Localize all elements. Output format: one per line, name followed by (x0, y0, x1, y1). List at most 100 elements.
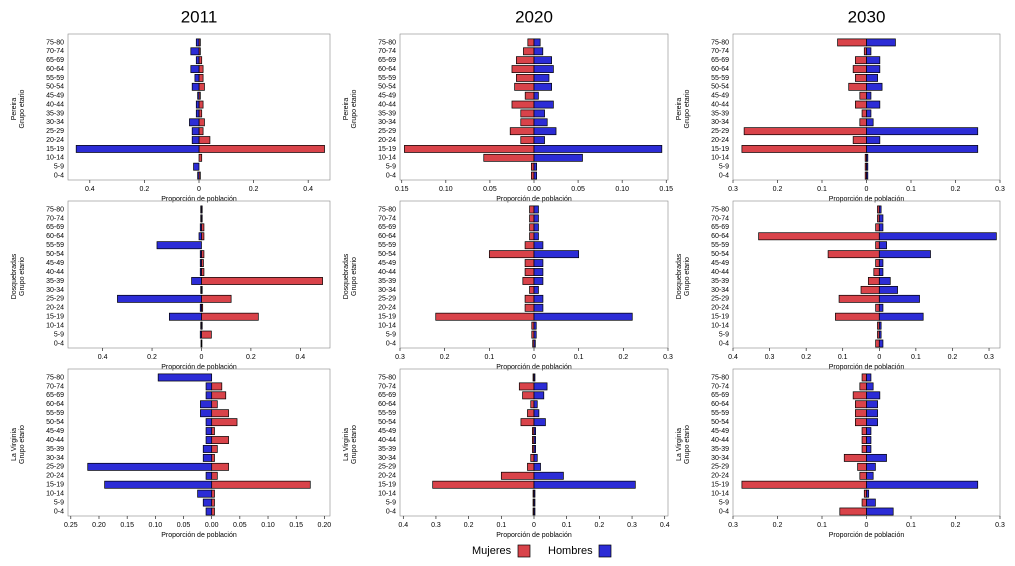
bar (866, 127, 979, 136)
bar (520, 136, 535, 144)
bar (875, 259, 880, 268)
bar (533, 445, 536, 453)
bar (866, 382, 874, 391)
y-tick-label: 70-74 (46, 48, 64, 55)
y-tick-label: 10-14 (378, 155, 396, 162)
y-tick-label: 5-9 (386, 499, 396, 506)
x-tick-label: 0.1 (574, 354, 584, 361)
bar (75, 145, 200, 153)
x-tick-label: 0.4 (303, 186, 313, 193)
y-tick-label: 55-59 (46, 75, 64, 82)
bar (866, 74, 878, 82)
bar (527, 38, 535, 47)
bar (156, 241, 202, 250)
y-tick-label: 15-19 (378, 146, 396, 153)
y-tick-label: 20-24 (46, 305, 64, 312)
y-tick-label: 15-19 (46, 146, 64, 153)
bar (878, 241, 887, 250)
y-tick-label: 65-69 (46, 392, 64, 399)
y-tick-label: 15-19 (711, 146, 729, 153)
x-tick-label: 0.2 (140, 186, 150, 193)
x-axis-label: Proporción de población (161, 532, 237, 539)
bar (194, 74, 200, 82)
x-tick-label: 0.3 (395, 354, 405, 361)
bar (198, 82, 205, 91)
x-tick-label: 0.4 (295, 354, 305, 361)
y-axis-label: Grupo etario (684, 89, 691, 128)
bar (522, 391, 535, 400)
bar (190, 65, 200, 73)
bar (866, 489, 870, 498)
y-tick-label: 55-59 (711, 410, 729, 417)
x-tick-label: 0 (197, 186, 201, 193)
y-tick-label: 20-24 (711, 137, 729, 144)
bar (859, 382, 867, 391)
bar (523, 47, 535, 56)
bar (195, 100, 200, 109)
bar (533, 56, 552, 65)
bar (533, 162, 537, 171)
bar (533, 436, 536, 444)
y-axis-label: Grupo etario (19, 257, 26, 296)
bar (211, 507, 215, 516)
bar (533, 205, 539, 214)
y-tick-label: 35-39 (711, 110, 729, 117)
x-tick-label: 0.3 (984, 354, 994, 361)
bar (191, 82, 200, 91)
bar (867, 277, 880, 285)
bar (533, 214, 539, 223)
y-tick-label: 40-44 (711, 101, 729, 108)
bar (524, 268, 535, 276)
y-tick-label: 25-29 (46, 464, 64, 471)
x-tick-label: 0.00 (205, 522, 219, 529)
y-tick-label: 10-14 (46, 491, 64, 498)
bar (866, 171, 869, 180)
bar (211, 418, 238, 427)
y-tick-label: 35-39 (378, 110, 396, 117)
y-tick-label: 45-49 (711, 93, 729, 100)
bar (758, 232, 880, 241)
y-tick-label: 55-59 (46, 410, 64, 417)
y-tick-label: 25-29 (711, 296, 729, 303)
y-axis-label: Grupo etario (19, 89, 26, 128)
y-tick-label: 60-64 (378, 233, 396, 240)
bar (855, 56, 867, 65)
bar (533, 303, 544, 312)
bar (520, 418, 535, 427)
bar (533, 277, 544, 285)
y-tick-label: 65-69 (46, 57, 64, 64)
bar (202, 453, 213, 462)
bar (524, 303, 535, 312)
y-tick-label: 5-9 (54, 331, 64, 338)
bar (533, 232, 539, 241)
bar (514, 82, 535, 91)
y-tick-label: 40-44 (711, 269, 729, 276)
x-tick-label: 0.10 (615, 186, 629, 193)
x-axis-label: Proporción de población (496, 364, 572, 371)
x-tick-label: 0.15 (395, 186, 409, 193)
y-axis-label: Grupo etario (684, 425, 691, 464)
series-group: Hombres (75, 38, 200, 180)
bar (878, 303, 884, 312)
x-tick-label: 0.4 (660, 522, 670, 529)
bar (191, 136, 200, 144)
x-tick-label: 0.2 (951, 186, 961, 193)
bar (191, 127, 200, 136)
bar (533, 268, 544, 276)
series-group: Mujeres (198, 38, 325, 180)
y-tick-label: 20-24 (378, 473, 396, 480)
y-tick-label: 30-34 (711, 287, 729, 294)
y-tick-label: 65-69 (378, 224, 396, 231)
x-tick-label: 0.2 (246, 354, 256, 361)
x-axis-label: Proporción de población (161, 196, 237, 203)
bar (435, 312, 535, 321)
y-tick-label: 45-49 (378, 93, 396, 100)
bar (866, 391, 881, 400)
y-tick-label: 65-69 (711, 392, 729, 399)
x-tick-label: 0.2 (618, 354, 628, 361)
bar (87, 462, 213, 471)
y-axis-label: Grupo etario (351, 257, 358, 296)
x-tick-label: 0.2 (440, 354, 450, 361)
x-tick-label: 0.1 (562, 522, 572, 529)
